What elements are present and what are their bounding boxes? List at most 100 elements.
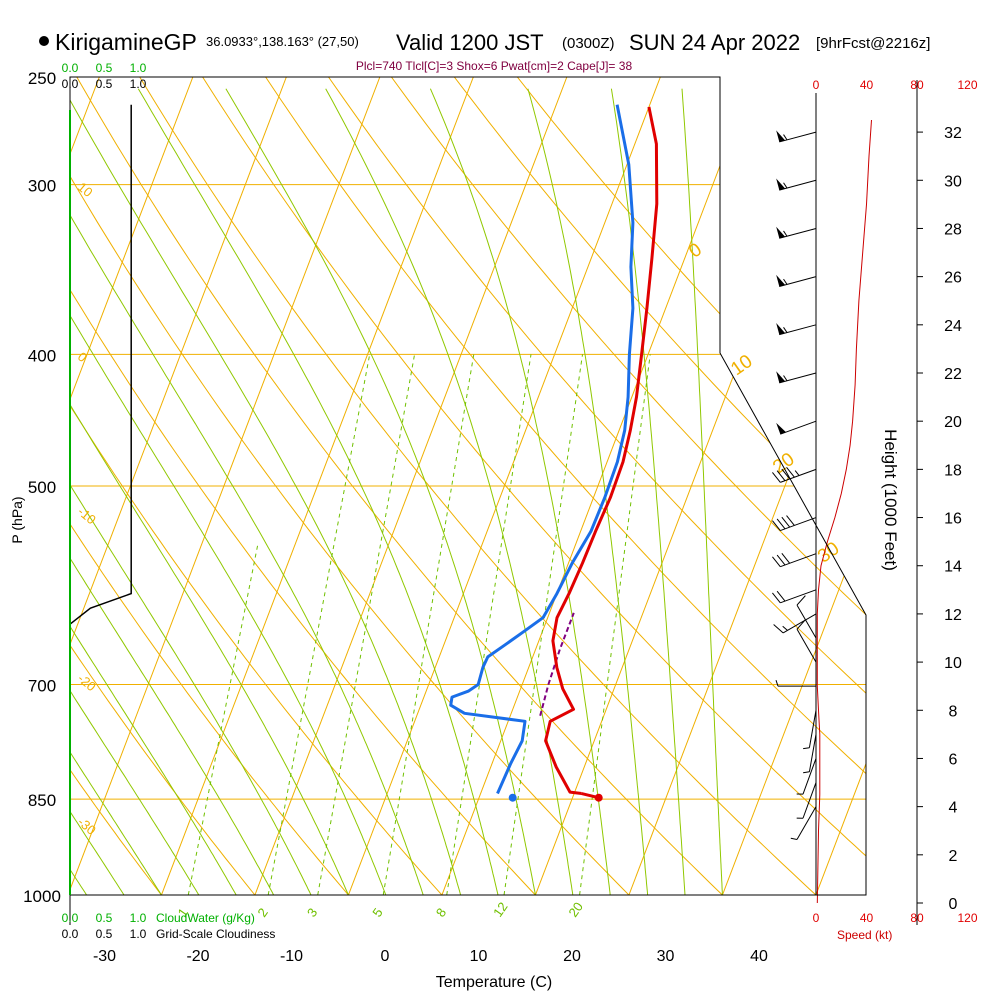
isotherm-line	[441, 77, 755, 895]
wind-barb-half	[783, 327, 788, 333]
wind-barb-half	[803, 747, 810, 750]
wind-barb-staff	[779, 131, 817, 143]
isotherm-line	[721, 77, 866, 895]
wind-barb	[772, 467, 817, 483]
wind-barb	[796, 758, 817, 795]
wind-barb-full	[796, 619, 806, 630]
wind-barb-half	[790, 837, 798, 841]
wind-barb-full	[772, 520, 781, 531]
speed-tick-label: 0	[813, 911, 820, 925]
x-axis-title: Temperature (C)	[436, 974, 552, 991]
mixing-ratio-label: 12	[490, 899, 511, 919]
mixing-ratio-line	[317, 354, 416, 895]
temperature-surface-point	[594, 793, 603, 802]
dry-adiabat-label: -20	[75, 671, 99, 695]
wind-barb	[803, 710, 817, 750]
dry-adiabat-line	[70, 77, 630, 895]
wind-barb-full	[776, 590, 786, 602]
dry-adiabat-label: 0	[75, 349, 90, 365]
moist-adiabat-line	[137, 88, 499, 895]
isotherm-line	[254, 77, 568, 895]
wind-barb-half	[775, 680, 779, 687]
wind-barb-staff	[779, 324, 817, 336]
dewpoint-surface-point	[508, 793, 517, 802]
moist-adiabat-label: 10	[727, 351, 756, 380]
mixing-ratio-line	[267, 354, 371, 895]
wind-barb	[796, 782, 817, 819]
wind-barb-full	[776, 554, 786, 566]
wind-barb-staff	[780, 553, 817, 568]
temperature-tick-label: -10	[280, 948, 303, 965]
cloudwater-label: CloudWater (g/Kg)	[156, 911, 255, 925]
cloudiness-tick-label: 1.0	[130, 77, 147, 91]
wind-barb	[776, 323, 817, 336]
isotherm-line	[909, 77, 1000, 895]
height-tick-label: 2	[949, 848, 958, 865]
wind-barb	[775, 680, 816, 687]
station-name: KirigamineGP	[55, 29, 197, 55]
wind-barb-full	[781, 553, 791, 564]
wind-barb-flag	[776, 226, 786, 239]
forecast-info: [9hrFcst@2216z]	[816, 35, 930, 52]
forecast-date: SUN 24 Apr 2022	[629, 30, 800, 55]
dry-adiabat-line	[70, 77, 536, 895]
dry-adiabat-label: 10	[75, 179, 96, 200]
pressure-tick-label: 700	[28, 677, 56, 696]
dry-adiabat-line	[453, 77, 866, 895]
moist-adiabat-line	[70, 88, 275, 895]
wind-barb-half	[794, 470, 800, 476]
wind-barb-staff	[802, 758, 817, 795]
wind-barb	[772, 589, 817, 604]
height-tick-label: 14	[944, 559, 962, 576]
moist-adiabat-line	[70, 88, 125, 895]
moist-adiabat-line	[70, 88, 349, 895]
height-tick-label: 20	[944, 414, 962, 431]
height-tick-label: 24	[944, 318, 962, 335]
wind-barb	[773, 613, 817, 634]
moist-adiabat-line	[527, 88, 649, 895]
wind-barb-full	[773, 624, 784, 634]
station-coords: 36.0933°,138.163° (27,50)	[206, 34, 359, 49]
wind-barb-staff	[779, 372, 817, 384]
wind-barb	[796, 595, 817, 639]
dry-adiabat-line	[70, 77, 443, 895]
moist-adiabat-line	[610, 88, 686, 895]
wind-barb-flag	[776, 178, 786, 191]
wind-barb-staff	[796, 806, 817, 840]
moist-adiabat-line	[70, 88, 424, 895]
wind-barb-staff	[808, 734, 817, 772]
temperature-line	[544, 106, 659, 795]
dewpoint-line	[449, 104, 635, 795]
pressure-tick-label: 850	[28, 791, 56, 810]
wind-barb-flag	[776, 422, 786, 435]
cloudiness-tick-label: 1.0	[130, 927, 147, 941]
valid-time: Valid 1200 JST	[396, 30, 544, 55]
cloudiness-line	[69, 104, 132, 625]
isotherm-line	[70, 77, 194, 895]
pressure-tick-label: 400	[28, 346, 56, 365]
wind-barb-flag	[776, 371, 786, 383]
wind-barb	[790, 806, 817, 841]
height-tick-label: 6	[949, 751, 958, 768]
wind-barb	[803, 734, 817, 774]
speed-tick-label: 80	[910, 911, 924, 925]
temperature-tick-label: 10	[470, 948, 488, 965]
height-tick-label: 18	[944, 462, 962, 479]
wind-barb-staff	[779, 179, 817, 191]
cloudiness-tick-label: 0.5	[96, 77, 113, 91]
cloudiness-label: Grid-Scale Cloudiness	[156, 927, 275, 941]
temperature-tick-label: 0	[381, 948, 390, 965]
isotherm-line	[160, 77, 474, 895]
wind-barb	[772, 515, 817, 532]
wind-barb-flag	[776, 323, 786, 335]
wind-barb	[772, 553, 817, 568]
temperature-tick-label: 30	[657, 948, 675, 965]
wind-barb-staff	[780, 517, 817, 532]
wind-barb-staff	[780, 589, 817, 604]
wind-barb-half	[783, 134, 788, 141]
height-tick-label: 16	[944, 511, 962, 528]
wind-barb-full	[776, 470, 786, 481]
height-tick-label: 4	[949, 800, 958, 817]
dry-adiabat-line	[76, 77, 723, 895]
parcel-line	[539, 612, 575, 716]
